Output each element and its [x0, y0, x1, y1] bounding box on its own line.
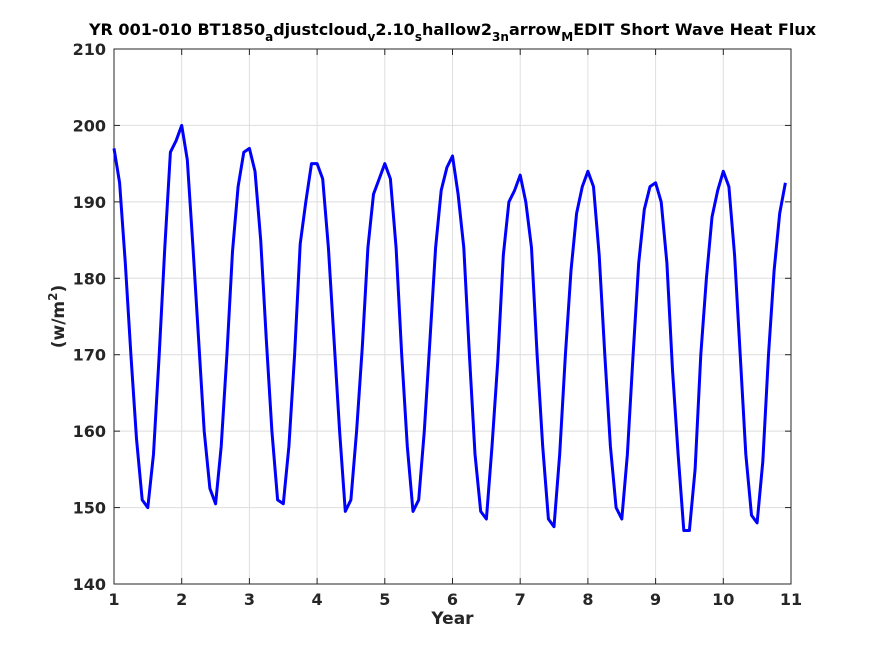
y-tick-label: 160: [73, 422, 106, 441]
title-segment: hallow2: [422, 20, 492, 39]
x-tick-label: 7: [515, 590, 526, 609]
title-subscript: s: [415, 30, 422, 44]
chart-title-text: YR 001-010 BT1850adjustcloudv2.10shallow…: [88, 20, 817, 44]
y-tick-labels: 140 150 160 170 180 190 200 210: [73, 40, 106, 594]
y-axis-label-base: (w/m: [49, 301, 69, 348]
series-group: [112, 123, 787, 532]
x-tick-label: 6: [447, 590, 458, 609]
x-tick-label: 4: [312, 590, 323, 609]
y-tick-label: 170: [73, 346, 106, 365]
x-tick-label: 10: [712, 590, 734, 609]
title-subscript: v: [368, 30, 376, 44]
x-tick-label: 2: [176, 590, 187, 609]
x-tick-label: 9: [650, 590, 661, 609]
x-tick-label: 11: [780, 590, 802, 609]
title-segment: YR 001-010 BT1850: [88, 20, 265, 39]
y-tick-label: 180: [73, 269, 106, 288]
x-tick-label: 3: [244, 590, 255, 609]
x-tick-label: 1: [108, 590, 119, 609]
title-subscript: a: [265, 30, 273, 44]
title-segment: 2.10: [375, 20, 414, 39]
y-tick-label: 150: [73, 499, 106, 518]
title-segment: djustcloud: [273, 20, 367, 39]
title-segment: EDIT Short Wave Heat Flux: [573, 20, 816, 39]
y-axis-label: (w/m2): [46, 285, 69, 349]
axis-ticks: [113, 48, 792, 585]
series-line-0: [112, 123, 787, 532]
y-axis-label-superscript: 2: [46, 293, 60, 301]
x-tick-label: 5: [379, 590, 390, 609]
x-tick-label: 8: [582, 590, 593, 609]
y-tick-label: 200: [73, 116, 106, 135]
chart-title: YR 001-010 BT1850adjustcloudv2.10shallow…: [88, 20, 817, 44]
x-tick-labels: 1 2 3 4 5 6 7 8 9 10 11: [108, 590, 802, 609]
title-segment: arrow: [509, 20, 562, 39]
title-subscript: 3n: [492, 30, 509, 44]
y-tick-label: 210: [73, 40, 106, 59]
y-tick-label: 190: [73, 193, 106, 212]
y-tick-label: 140: [73, 575, 106, 594]
title-subscript: M: [561, 30, 573, 44]
y-axis-label-close: ): [49, 285, 69, 293]
x-axis-label: Year: [430, 609, 474, 629]
